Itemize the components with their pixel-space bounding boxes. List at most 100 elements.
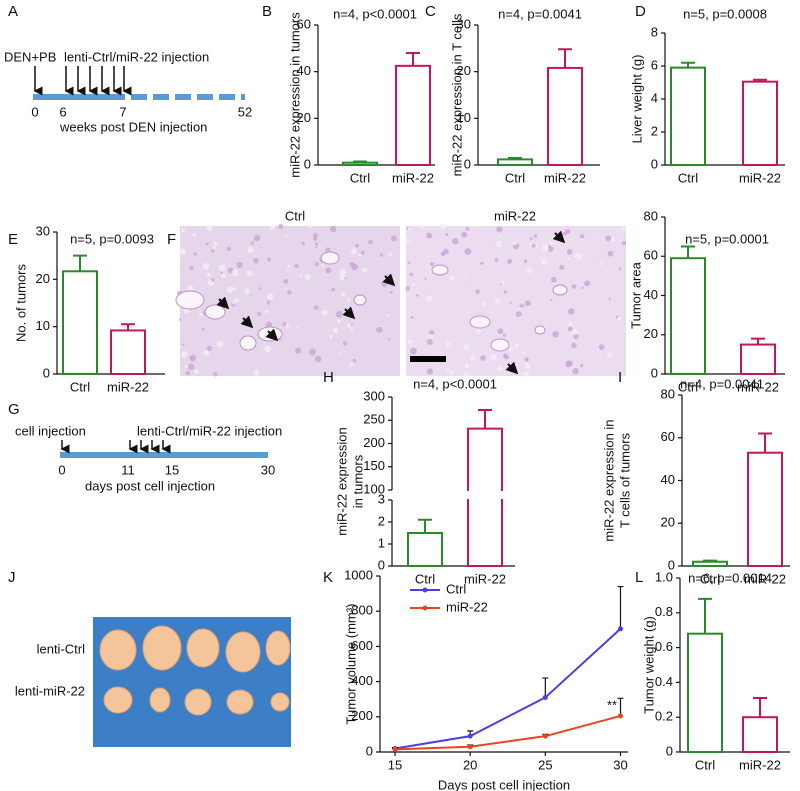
- row-label: lenti-miR-22: [15, 683, 85, 698]
- texture-dot: [236, 261, 243, 269]
- texture-dot: [187, 363, 195, 371]
- texture-dot: [206, 225, 213, 231]
- x-tick-label: Ctrl: [505, 170, 525, 185]
- panel-label: F: [167, 231, 176, 248]
- texture-dot: [475, 289, 480, 294]
- texture-dot: [523, 371, 529, 378]
- y-tick-label: 40: [661, 472, 675, 487]
- y-tick-label: 1.0: [655, 569, 673, 584]
- x-tick-label: Ctrl: [415, 571, 435, 586]
- arrow: [505, 361, 519, 375]
- timeline-xlabel: days post cell injection: [85, 478, 215, 493]
- texture-dot: [349, 362, 354, 367]
- x-tick-label: miR-22: [107, 379, 149, 394]
- y-tick-label: 0.8: [655, 604, 673, 619]
- y-tick-label: 30: [36, 223, 50, 238]
- texture-dot: [193, 252, 197, 256]
- texture-dot: [361, 267, 368, 273]
- texture-dot: [314, 355, 322, 363]
- texture-dot: [206, 272, 211, 278]
- y-tick-label: 60: [661, 429, 675, 444]
- texture-dot: [409, 272, 414, 277]
- texture-dot: [463, 278, 467, 282]
- texture-dot: [335, 310, 343, 318]
- y-tick-label: 800: [351, 603, 373, 618]
- texture-dot: [351, 263, 358, 271]
- texture-dot: [220, 271, 223, 275]
- point: [467, 744, 473, 750]
- texture-dot: [573, 333, 579, 340]
- texture-dot: [329, 225, 337, 233]
- texture-dot: [266, 300, 271, 305]
- texture-dot: [419, 224, 425, 230]
- texture-dot: [529, 237, 533, 241]
- tumor-photo: [93, 617, 291, 747]
- bar: [497, 158, 533, 166]
- texture-dot: [508, 346, 514, 352]
- y-axis-label: miR-22 expression in: [601, 419, 616, 541]
- point: [542, 694, 548, 700]
- texture-dot: [442, 248, 449, 255]
- texture-dot: [567, 326, 573, 332]
- texture-dot: [213, 371, 218, 377]
- bar: [407, 532, 443, 567]
- texture-dot: [387, 313, 391, 317]
- texture-dot: [407, 261, 411, 265]
- texture-dot: [608, 297, 611, 300]
- texture-dot: [552, 331, 559, 338]
- bar: [740, 343, 776, 375]
- texture-dot: [449, 275, 455, 281]
- texture-dot: [339, 268, 347, 276]
- texture-dot: [439, 223, 446, 230]
- texture-dot: [520, 301, 524, 305]
- y-axis-label: miR-22 expression: [334, 427, 349, 535]
- bar: [692, 560, 728, 567]
- arrow: [382, 273, 396, 287]
- texture-dot: [187, 285, 194, 291]
- y-tick-label: 10: [457, 110, 471, 125]
- texture-dot: [350, 323, 354, 326]
- arrow: [216, 296, 230, 310]
- texture-dot: [524, 363, 531, 369]
- y-tick-label: 20: [36, 271, 50, 286]
- texture-dot: [264, 345, 272, 353]
- scale-bar: [410, 356, 446, 362]
- x-tick-label: miR-22: [739, 757, 781, 772]
- texture-dot: [567, 360, 573, 367]
- texture-dot: [346, 323, 352, 328]
- texture-dot: [531, 243, 536, 248]
- texture-dot: [298, 274, 302, 277]
- x-tick-label: miR-22: [739, 170, 781, 185]
- texture-dot: [426, 368, 434, 375]
- texture-dot: [182, 343, 185, 346]
- texture-dot: [185, 364, 189, 369]
- y-tick-label: 0: [378, 557, 385, 572]
- texture-dot: [568, 257, 571, 261]
- panel-label: L: [635, 569, 643, 586]
- y-tick-label: 300: [363, 388, 385, 403]
- bar: [62, 270, 98, 375]
- texture-dot: [315, 246, 318, 249]
- texture-dot: [451, 238, 459, 245]
- texture-dot: [490, 354, 497, 360]
- texture-dot: [350, 328, 354, 332]
- texture-dot: [598, 344, 605, 350]
- timeline-xlabel: weeks post DEN injection: [59, 119, 207, 134]
- texture-dot: [206, 345, 213, 352]
- texture-dot: [286, 290, 292, 295]
- texture-dot: [445, 233, 449, 237]
- texture-dot: [565, 228, 571, 235]
- texture-dot: [253, 257, 259, 264]
- y-tick-label: 60: [297, 16, 311, 31]
- texture-dot: [347, 298, 351, 302]
- texture-dot: [390, 235, 398, 242]
- texture-dot: [246, 270, 253, 277]
- texture-dot: [425, 295, 433, 302]
- texture-dot: [226, 286, 233, 294]
- y-axis-label: No. of tumors: [13, 263, 28, 342]
- texture-dot: [568, 321, 574, 327]
- error-bar: [617, 697, 624, 716]
- y-tick-label: 0: [464, 156, 471, 171]
- bar: [547, 66, 583, 166]
